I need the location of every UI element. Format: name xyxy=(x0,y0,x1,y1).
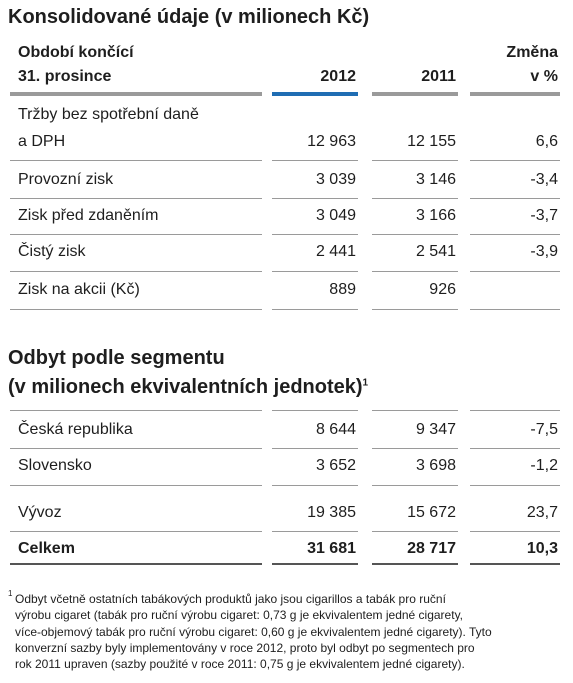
row-label: a DPH xyxy=(18,133,66,150)
divider xyxy=(470,234,560,235)
row-label: Tržby bez spotřební daně xyxy=(18,106,199,123)
header-bar xyxy=(272,92,358,96)
divider xyxy=(272,309,358,310)
divider xyxy=(372,485,458,486)
header: 31. prosince xyxy=(18,68,112,85)
divider xyxy=(272,271,358,272)
divider xyxy=(10,234,262,235)
divider xyxy=(372,531,458,532)
header: Období končící xyxy=(18,44,134,61)
footnote-line: výrobu cigaret (tabák pro ruční výrobu c… xyxy=(15,608,464,623)
cell: -3,4 xyxy=(530,171,558,188)
divider xyxy=(10,563,262,565)
divider xyxy=(470,198,560,199)
total-cell: 28 717 xyxy=(407,540,456,557)
row-label: Provozní zisk xyxy=(18,171,114,188)
divider xyxy=(272,234,358,235)
divider xyxy=(470,271,560,272)
cell: 2 441 xyxy=(315,243,356,260)
header-bar xyxy=(10,92,262,96)
divider xyxy=(372,271,458,272)
row-label: Česká republika xyxy=(18,421,133,438)
row-label: Čistý zisk xyxy=(18,243,86,260)
header: 2011 xyxy=(421,68,456,85)
cell: 889 xyxy=(329,281,356,298)
cell: 2 541 xyxy=(415,243,456,260)
divider xyxy=(470,160,560,161)
divider xyxy=(372,198,458,199)
divider xyxy=(470,563,560,565)
header: 2012 xyxy=(320,68,356,85)
divider xyxy=(10,160,262,161)
cell: 3 146 xyxy=(415,171,456,188)
cell: 9 347 xyxy=(415,421,456,438)
divider xyxy=(10,271,262,272)
divider xyxy=(372,309,458,310)
footnote-mark: 1 xyxy=(8,589,13,598)
divider xyxy=(272,410,358,411)
divider xyxy=(272,448,358,449)
divider xyxy=(10,309,262,310)
cell: 6,6 xyxy=(535,133,558,150)
cell: -3,7 xyxy=(530,207,558,224)
divider xyxy=(272,563,358,565)
divider xyxy=(470,410,560,411)
footnote-line: konverzní sazby byly implementovány v ro… xyxy=(15,640,475,655)
cell: 19 385 xyxy=(307,504,356,521)
cell: -7,5 xyxy=(530,421,558,438)
cell: -1,2 xyxy=(530,457,558,474)
cell: -3,9 xyxy=(530,243,558,260)
divider xyxy=(372,410,458,411)
footnote-line: Odbyt včetně ostatních tabákových produk… xyxy=(15,592,446,606)
divider xyxy=(272,198,358,199)
header: Změna xyxy=(506,44,558,61)
cell: 926 xyxy=(429,281,456,298)
section-title-text: (v milionech ekvivalentních jednotek) xyxy=(8,376,363,398)
divider xyxy=(372,448,458,449)
divider xyxy=(10,485,262,486)
header-bar xyxy=(470,92,560,96)
total-label: Celkem xyxy=(18,540,75,557)
divider xyxy=(372,160,458,161)
cell: 15 672 xyxy=(407,504,456,521)
header-bar xyxy=(372,92,458,96)
divider xyxy=(272,485,358,486)
cell: 3 698 xyxy=(415,457,456,474)
divider xyxy=(272,531,358,532)
divider xyxy=(470,309,560,310)
section-title: (v milionech ekvivalentních jednotek)1 xyxy=(8,377,368,397)
divider xyxy=(372,563,458,565)
row-label: Vývoz xyxy=(18,504,62,521)
total-cell: 31 681 xyxy=(307,540,356,557)
section-title: Konsolidované údaje (v milionech Kč) xyxy=(8,6,370,28)
divider xyxy=(10,198,262,199)
divider xyxy=(10,531,262,532)
divider xyxy=(272,160,358,161)
footnote-line: rok 2011 upraven (sazby použité v roce 2… xyxy=(15,657,465,672)
total-cell: 10,3 xyxy=(526,540,558,557)
cell: 23,7 xyxy=(526,504,558,521)
divider xyxy=(10,410,262,411)
cell: 3 166 xyxy=(415,207,456,224)
cell: 3 039 xyxy=(315,171,356,188)
cell: 3 049 xyxy=(315,207,356,224)
row-label: Zisk před zdaněním xyxy=(18,207,159,224)
cell: 8 644 xyxy=(315,421,356,438)
divider xyxy=(470,448,560,449)
divider xyxy=(372,234,458,235)
cell: 12 963 xyxy=(307,133,356,150)
footnote-mark: 1 xyxy=(362,377,369,389)
divider xyxy=(10,448,262,449)
divider xyxy=(470,531,560,532)
section-title: Odbyt podle segmentu xyxy=(8,347,225,369)
row-label: Zisk na akcii (Kč) xyxy=(18,281,140,298)
header: v % xyxy=(530,68,558,85)
divider xyxy=(470,485,560,486)
cell: 3 652 xyxy=(315,457,356,474)
cell: 12 155 xyxy=(407,133,456,150)
footnote-line: více-objemový tabák pro ruční výrobu cig… xyxy=(15,624,492,639)
row-label: Slovensko xyxy=(18,457,92,474)
